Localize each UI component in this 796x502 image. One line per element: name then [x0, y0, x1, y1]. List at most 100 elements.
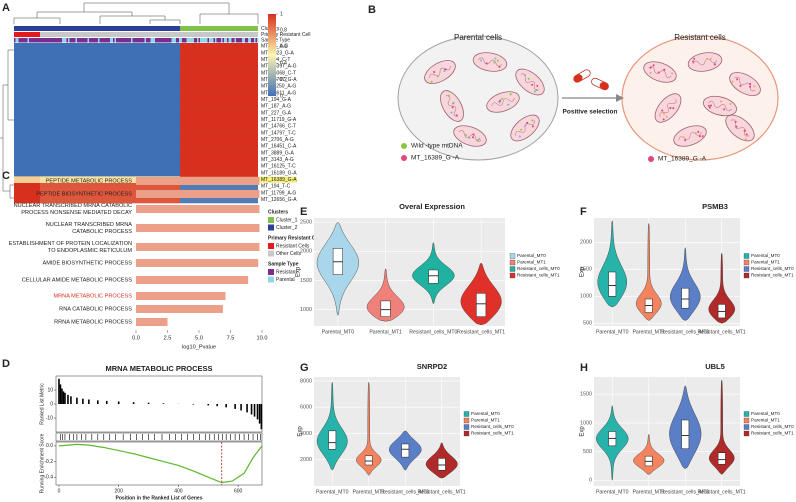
y-tick-label: 6000 — [300, 405, 312, 411]
mtdna — [682, 136, 685, 139]
diagram-title: Parental cells — [454, 33, 502, 42]
annotation-stripe — [17, 38, 19, 43]
x-tick-label: Resistant_cells_MT0 — [381, 489, 429, 495]
annotation-stripe — [195, 38, 197, 43]
mtdna — [436, 75, 439, 78]
heatmap-cell — [40, 103, 180, 110]
heatmap-cell — [14, 89, 40, 97]
legend-label: Resistant_cells_MT0 — [517, 266, 560, 271]
heatmap-cell — [14, 103, 40, 110]
annotation-stripe — [213, 38, 215, 43]
mtdna — [720, 100, 723, 103]
annotation-stripe — [147, 38, 149, 43]
mtdna — [709, 57, 712, 60]
annotation-stripe — [221, 38, 223, 43]
pill — [591, 77, 609, 91]
legend-label: Parental_MT1 — [751, 260, 780, 265]
annotation-stripe — [131, 38, 133, 43]
annotation-stripe — [99, 38, 101, 43]
legend-swatch — [509, 272, 516, 279]
annotation-stripe — [203, 38, 205, 43]
mtdna — [452, 101, 455, 104]
colorbar-label: 1 — [280, 11, 283, 17]
annotation-stripe — [143, 38, 145, 43]
annotation-stripe — [173, 38, 175, 43]
mtdna — [455, 114, 458, 117]
box — [717, 452, 726, 465]
mitochondrion — [486, 91, 520, 113]
box — [476, 293, 487, 317]
annotation-stripe — [150, 38, 152, 43]
violin — [636, 223, 662, 321]
legend-label: Parental_MT0 — [471, 411, 500, 416]
annotation-stripe — [164, 38, 166, 43]
bar — [136, 177, 260, 185]
heatmap-cell — [14, 56, 40, 64]
mtdna — [520, 128, 523, 131]
y-tick-label: 1500 — [580, 267, 592, 273]
annotation-stripe — [183, 38, 185, 43]
y-tick-label: 0 — [589, 478, 592, 484]
annotation-stripe — [194, 38, 196, 43]
mtdna — [669, 106, 672, 109]
heatmap-cell — [180, 183, 258, 190]
annotation-stripe — [128, 38, 130, 43]
x-tick-label: Parental_MT0 — [596, 489, 629, 495]
y-tick-label: TO ENDOPLASMIC RETICULUM — [48, 248, 132, 254]
row-highlight — [259, 176, 297, 183]
annotation-stripe — [174, 38, 176, 43]
legend-label: Parental_MT0 — [751, 411, 780, 416]
annotation-stripe — [53, 38, 55, 43]
mtdna — [535, 88, 538, 91]
cristae — [692, 58, 718, 66]
mtdna — [652, 64, 655, 67]
box — [437, 458, 446, 471]
heatmap-cell — [180, 63, 258, 70]
panel-label: F — [580, 206, 587, 218]
bar — [136, 243, 260, 251]
y-tick-label: RNA CATABOLIC PROCESS — [59, 306, 132, 312]
legend-label: Resistant_cells_MT1 — [751, 273, 794, 278]
colorbar-label: 0.6 — [280, 44, 287, 50]
heatmap-cell — [180, 143, 258, 150]
annotation-stripe — [138, 38, 140, 43]
annotation-stripe — [74, 38, 76, 43]
heatmap-cell — [14, 163, 40, 170]
mtdna — [693, 57, 696, 60]
annotation-stripe — [180, 38, 182, 43]
mtdna — [478, 137, 481, 140]
annotation-stripe — [252, 38, 254, 43]
annotation-stripe — [222, 38, 224, 43]
legend-label: Cluster_1 — [276, 217, 298, 223]
annotation-stripe — [15, 38, 17, 43]
mtdna — [450, 111, 453, 114]
heatmap-cell — [14, 196, 40, 204]
y-tick-label: 4000 — [300, 431, 312, 437]
row-label: MT_16189_G-A — [261, 170, 297, 176]
annotation-stripe — [102, 38, 104, 43]
legend-swatch — [509, 259, 516, 266]
mtdna — [499, 99, 502, 102]
mtdna — [476, 139, 479, 142]
heatmap-cell — [180, 56, 258, 64]
annotation-stripe — [236, 38, 238, 43]
heatmap-cell — [40, 123, 180, 130]
row-dendrogram — [0, 49, 14, 199]
annotation-stripe — [246, 38, 248, 43]
annotation-stripe — [33, 38, 35, 43]
legend-label: MT_16389_G -A — [658, 156, 707, 163]
row-label: MT_16397_A-G — [261, 64, 297, 70]
annotation-stripe — [65, 38, 67, 43]
mtdna — [507, 103, 510, 106]
y-axis-label: Ranked List Metric — [39, 383, 45, 425]
annotation-stripe — [78, 38, 80, 43]
legend-swatch — [463, 424, 470, 430]
heatmap-cell — [180, 83, 258, 90]
annotation-stripe — [192, 38, 194, 43]
row-label: MT_13611_A-G — [261, 90, 296, 96]
annotation-stripe — [116, 38, 118, 43]
box — [328, 430, 337, 450]
mtdna — [649, 66, 652, 69]
annotation-stripe — [170, 38, 172, 43]
annotation-stripe — [162, 38, 164, 43]
